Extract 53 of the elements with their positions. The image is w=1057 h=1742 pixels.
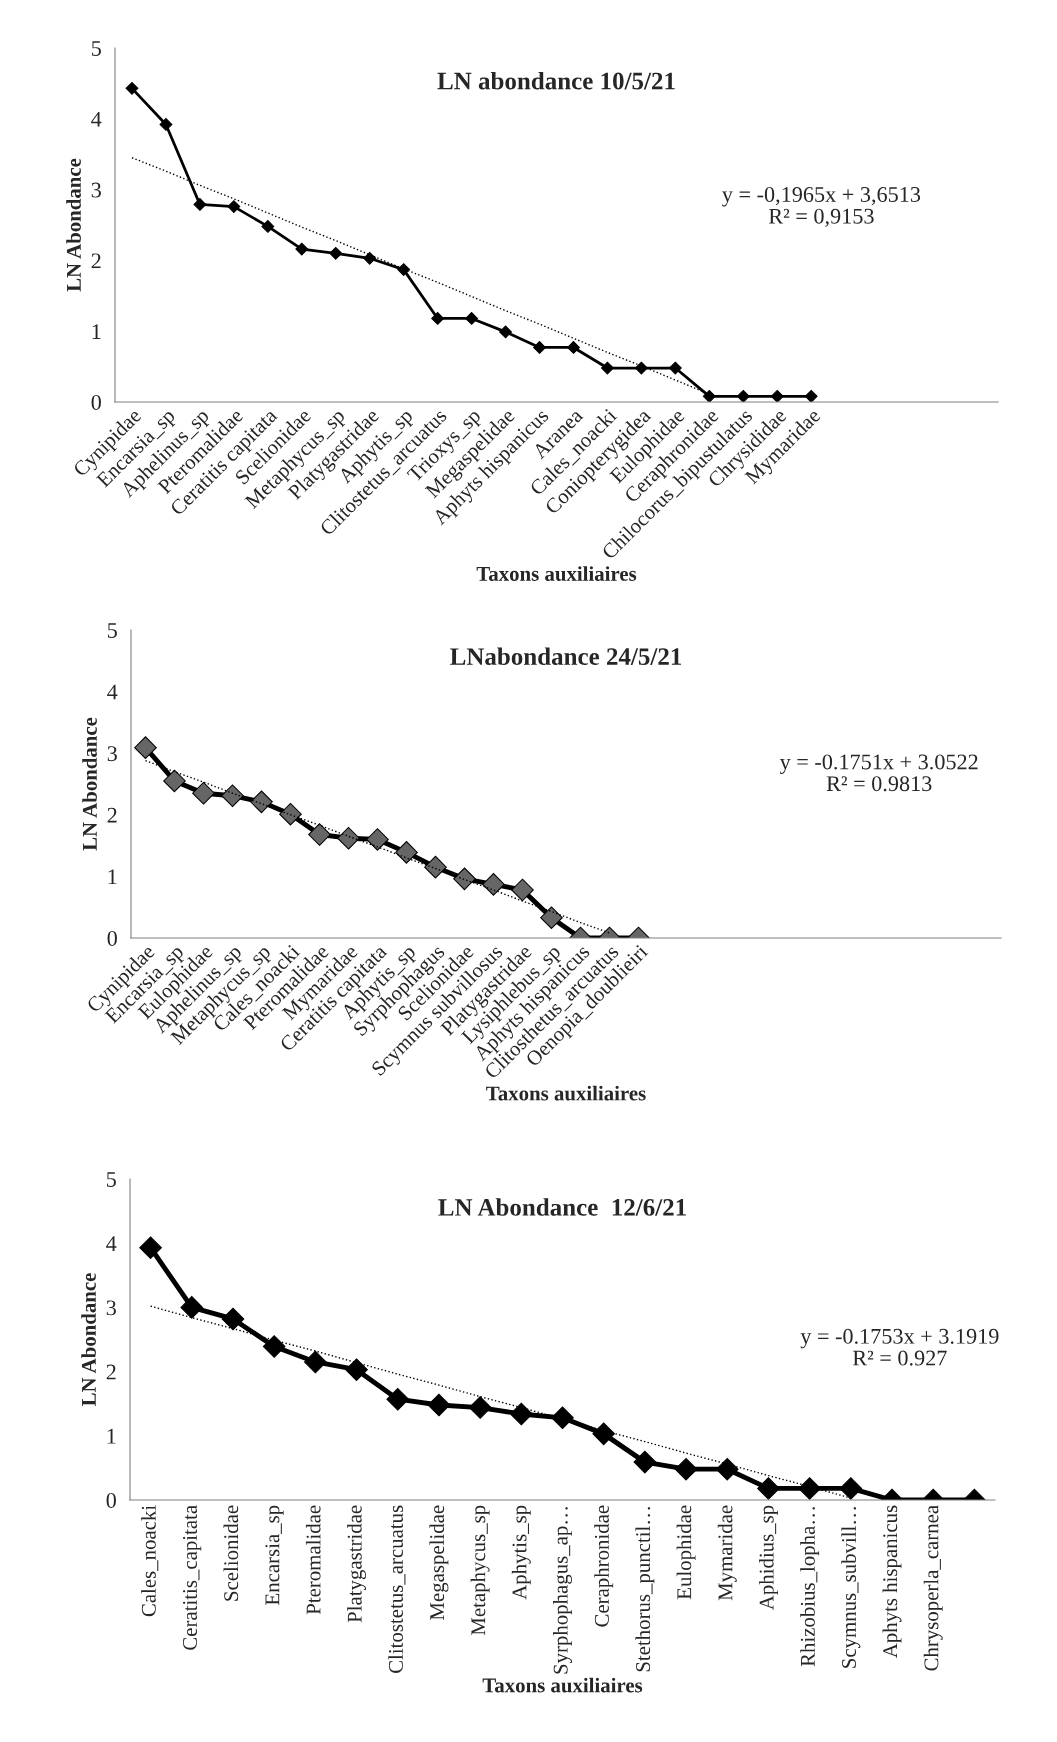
y-tick-label: 2 [107, 807, 117, 823]
y-tick-label: 1 [108, 869, 117, 885]
x-tick-label: Scymnus_subvill… [841, 1507, 861, 1668]
y-tick-label: 0 [106, 1492, 116, 1508]
y-tick-label: 3 [91, 182, 101, 198]
x-axis-title: Taxons auxiliaires [486, 1085, 646, 1101]
y-tick-label: 0 [91, 394, 101, 410]
text: LN Abondance 12/6/21 [438, 1198, 686, 1216]
y-tick-label: 5 [106, 1172, 116, 1187]
annotation: R² = 0,9153 [768, 208, 874, 227]
y-tick-label: 2 [106, 1364, 116, 1380]
x-tick-label: Platygastridae [347, 1505, 367, 1623]
x-tick-label: Eulophidae [676, 1505, 696, 1600]
annotation: y = -0.1753x + 3.1919 [800, 1328, 999, 1349]
y-tick-label: 3 [107, 746, 117, 762]
x-tick-label: Scelionidae [223, 1505, 239, 1601]
y-tick-label: 0 [107, 930, 117, 946]
y-tick-label: 4 [106, 1236, 117, 1251]
y-tick-label: 4 [107, 684, 118, 700]
x-tick-label: Ceratitis_capitata [183, 1505, 202, 1650]
x-tick-label: Aphidius_sp [759, 1505, 778, 1610]
x-axis-title: Taxons auxiliaires [476, 566, 637, 581]
y-tick-label: 2 [91, 253, 101, 269]
x-tick-label: Syrphophagus_ap… [553, 1507, 572, 1674]
y-tick-label: 4 [91, 111, 102, 127]
x-tick-label: Chrysoperla_carnea [923, 1505, 943, 1671]
x-tick-label: Cales_noacki [141, 1505, 159, 1617]
x-tick-label: Ceraphronidae [594, 1505, 614, 1627]
text: LNabondance 24/5/21 [450, 647, 682, 666]
y-tick-label: 1 [92, 324, 101, 339]
text: LN abondance 10/5/21 [437, 71, 675, 90]
annotation: y = -0,1965x + 3,6513 [722, 186, 921, 207]
y-axis-title: LN Abondance [81, 1273, 96, 1407]
x-tick-label: Pteromalidae [305, 1505, 321, 1615]
annotation: R² = 0.927 [852, 1350, 947, 1366]
x-tick-label: Metaphycus_sp [470, 1505, 490, 1636]
y-tick-label: 1 [107, 1428, 116, 1444]
x-tick-label: Clitostetus_arcuatus [388, 1505, 406, 1673]
x-axis-title: Taxons auxiliaires [482, 1677, 643, 1693]
y-tick-label: 5 [107, 623, 117, 638]
y-axis-title: LN Abondance [66, 158, 81, 292]
x-tick-label: Rhizobius_lopha… [800, 1507, 820, 1667]
x-tick-label: Mymaridae [717, 1505, 737, 1601]
x-tick-label: Encarsia_sp [265, 1505, 284, 1605]
y-tick-label: 5 [91, 41, 101, 56]
x-tick-label: Megaspelidae [429, 1505, 449, 1620]
x-tick-label: Aphyts hispanicus [882, 1505, 902, 1659]
annotation: y = -0.1751x + 3.0522 [779, 754, 978, 774]
y-tick-label: 3 [106, 1300, 116, 1316]
annotation: R² = 0.9813 [826, 776, 932, 792]
x-tick-label: Stethorus_punctil… [635, 1507, 655, 1672]
y-axis-title: LN Abondance [82, 717, 97, 851]
x-tick-label: Aphytis_sp [511, 1505, 531, 1600]
